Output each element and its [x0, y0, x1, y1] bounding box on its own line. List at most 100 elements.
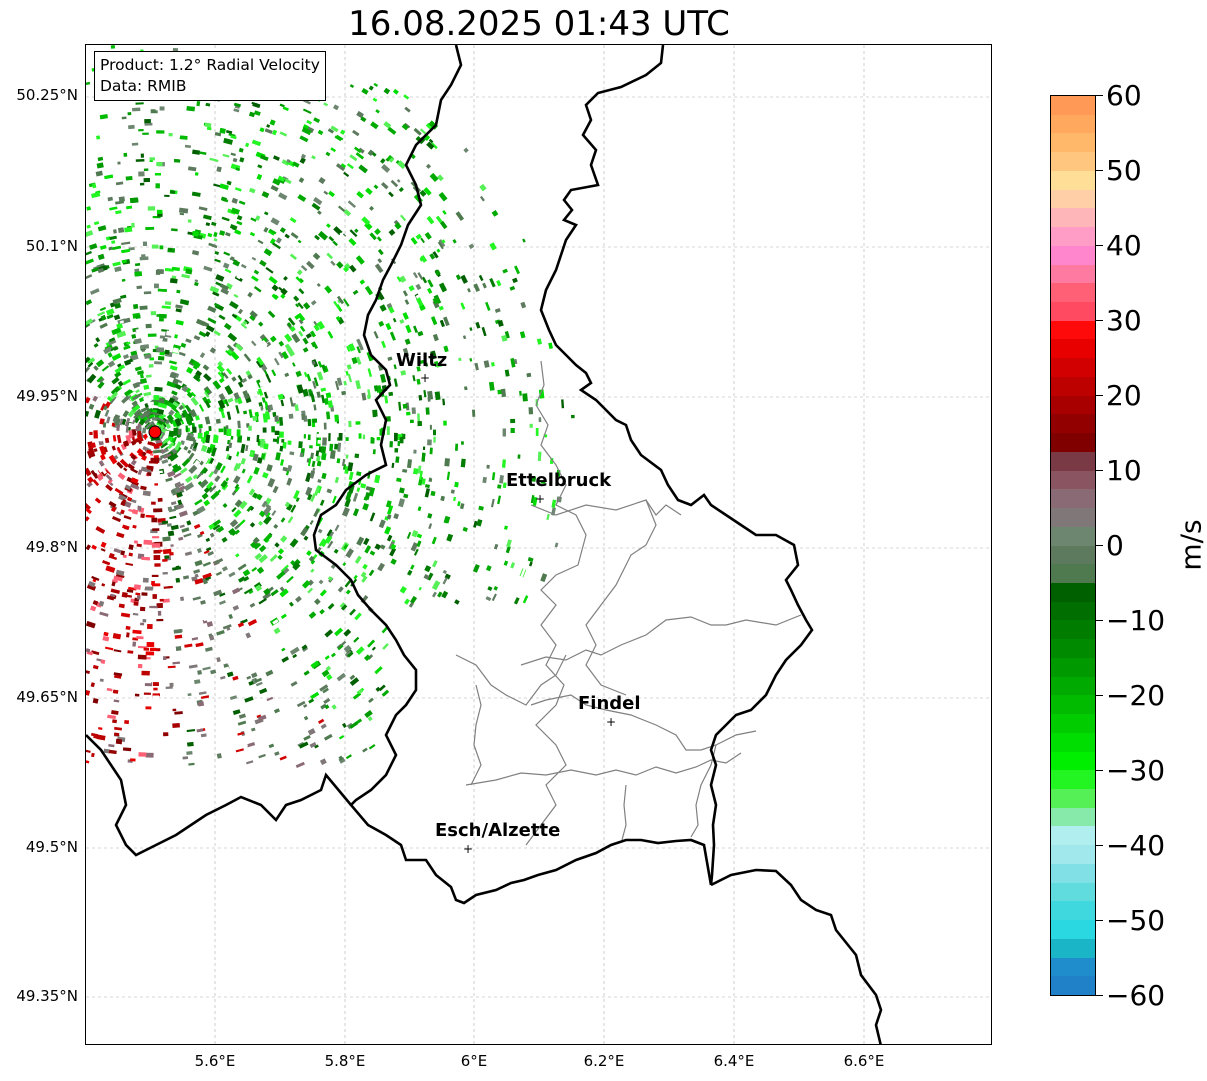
radar-gate: [311, 460, 316, 467]
radar-gate: [150, 457, 160, 463]
radar-gate: [439, 319, 445, 327]
radar-gate: [245, 632, 252, 639]
radar-gate: [390, 558, 397, 565]
radar-gate: [219, 283, 229, 291]
radar-gate: [425, 407, 430, 415]
radar-gate: [309, 330, 317, 338]
radar-gate: [419, 304, 426, 311]
radar-gate: [317, 439, 321, 444]
radar-gate: [274, 751, 280, 756]
radar-gate: [258, 598, 267, 605]
radar-gate: [178, 207, 189, 214]
radar-gate: [334, 476, 340, 484]
radar-gate: [106, 687, 113, 692]
radar-gate: [86, 206, 92, 211]
radar-gate: [168, 571, 177, 577]
radar-gate: [289, 253, 298, 260]
radar-gate: [377, 562, 385, 572]
radar-gate: [319, 608, 325, 615]
radar-gate: [343, 209, 352, 217]
radar-gate: [100, 314, 107, 321]
radar-gate: [119, 418, 124, 426]
radar-gate: [332, 424, 337, 433]
radar-gate: [435, 215, 443, 223]
radar-gate: [165, 568, 172, 572]
radar-gate: [278, 416, 284, 426]
radar-gate: [356, 471, 362, 477]
radar-gate: [427, 287, 433, 294]
radar-gate: [176, 364, 181, 368]
radar-gate: [226, 411, 232, 421]
radar-gate: [347, 200, 357, 209]
radar-gate: [229, 695, 238, 700]
radar-gate: [110, 588, 121, 595]
radar-gate: [105, 236, 111, 241]
radar-gate: [108, 246, 113, 251]
radar-gate: [368, 744, 376, 750]
radar-gate: [450, 489, 455, 494]
radar-gate: [250, 217, 257, 222]
colorbar-band: [1051, 695, 1095, 715]
radar-gate: [226, 180, 232, 186]
radar-gate: [248, 589, 254, 595]
radar-gate: [424, 488, 431, 498]
radar-gate: [115, 569, 125, 576]
radar-gate: [106, 314, 114, 320]
radar-gate: [216, 630, 225, 636]
city-label-wiltz: Wiltz: [396, 350, 448, 371]
radar-gate: [362, 434, 366, 440]
radar-gate: [254, 479, 260, 487]
radar-gate: [155, 755, 160, 760]
radar-gate: [400, 214, 407, 222]
radar-gate: [290, 560, 295, 565]
radar-gate: [390, 395, 396, 401]
radar-gate: [168, 248, 172, 251]
radar-gate: [92, 395, 99, 402]
radar-gate: [143, 539, 153, 545]
border-luxembourg-belgium-france: [312, 45, 713, 905]
radar-gate: [257, 164, 263, 169]
radar-gate: [109, 235, 117, 241]
radar-gate: [183, 532, 192, 538]
radar-gate: [133, 417, 140, 424]
radar-gate: [222, 666, 230, 672]
radar-gate: [135, 454, 143, 460]
radar-gate: [340, 129, 346, 135]
radar-gate: [137, 663, 143, 669]
radar-gate: [95, 526, 106, 534]
radar-gate: [136, 285, 143, 290]
colorbar-tick-label: 0: [1106, 529, 1124, 562]
radar-gate: [316, 391, 322, 399]
radar-gate: [389, 441, 393, 448]
radar-gate: [162, 536, 171, 542]
radar-gate: [120, 619, 130, 626]
radar-gate: [197, 432, 203, 439]
radar-gate: [306, 260, 315, 270]
colorbar-band: [1051, 564, 1095, 584]
radar-gate: [169, 515, 177, 520]
radar-gate: [180, 419, 185, 425]
radar-gate: [194, 415, 200, 421]
radar-gate: [231, 507, 237, 513]
radar-gate: [169, 552, 174, 556]
radar-gate: [209, 285, 220, 294]
radar-gate: [205, 102, 211, 107]
radar-gate: [116, 532, 125, 539]
radar-gate: [438, 282, 448, 293]
radar-gate: [206, 325, 215, 333]
radar-gate: [522, 595, 529, 604]
radar-gate: [413, 127, 422, 136]
radar-gate: [317, 478, 322, 484]
radar-gate: [518, 255, 523, 262]
lat-label: 50.1°N: [25, 237, 78, 255]
radar-gate: [169, 365, 178, 371]
radar-gate: [125, 175, 133, 181]
radar-gate: [299, 157, 306, 164]
radar-gate: [222, 503, 228, 508]
radar-gate: [551, 499, 557, 508]
radar-gate: [86, 396, 91, 404]
radar-gate: [98, 440, 104, 446]
radar-gate: [249, 315, 256, 322]
radar-gate: [128, 124, 135, 130]
map-panel[interactable]: + + + +: [85, 44, 992, 1045]
